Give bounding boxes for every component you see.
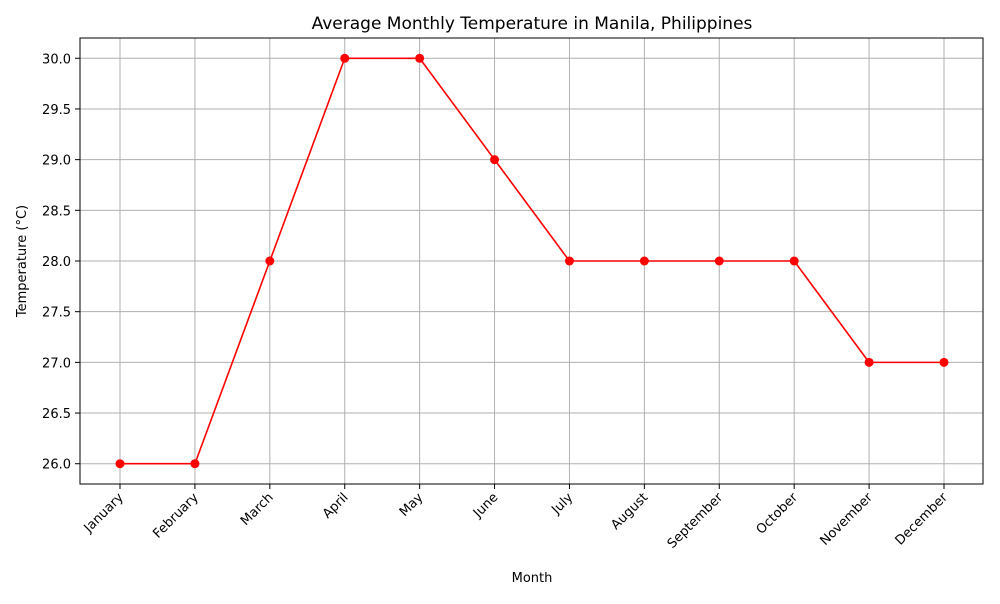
y-tick-label: 27.0 — [42, 356, 71, 371]
data-point-december — [939, 357, 949, 367]
data-point-march — [265, 256, 275, 266]
data-point-august — [639, 256, 649, 266]
y-tick-label: 29.5 — [42, 103, 71, 118]
x-axis-label: Month — [512, 571, 553, 586]
chart-title: Average Monthly Temperature in Manila, P… — [312, 14, 753, 34]
data-point-june — [490, 155, 500, 165]
series-layer — [115, 53, 949, 469]
data-point-july — [564, 256, 574, 266]
y-tick-label: 28.0 — [42, 255, 71, 270]
y-tick-label: 28.5 — [42, 204, 71, 219]
data-point-may — [415, 53, 425, 63]
series-line — [120, 57, 944, 465]
y-tick-label: 26.0 — [42, 458, 71, 473]
data-point-january — [115, 459, 125, 469]
data-point-november — [864, 357, 874, 367]
y-axis-label: Temperature (°C) — [15, 205, 30, 318]
y-tick-label: 27.5 — [42, 306, 71, 321]
y-tick-label: 29.0 — [42, 154, 71, 169]
y-tick-label: 26.5 — [42, 407, 71, 422]
data-point-october — [789, 256, 799, 266]
y-tick-label: 30.0 — [42, 52, 71, 67]
data-point-february — [190, 459, 200, 469]
data-point-april — [340, 53, 350, 63]
data-point-september — [714, 256, 724, 266]
